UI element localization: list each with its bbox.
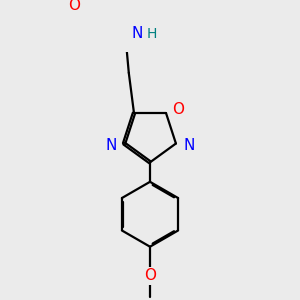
- Text: N: N: [183, 138, 195, 153]
- Text: H: H: [146, 27, 157, 41]
- Text: N: N: [131, 26, 143, 41]
- Text: N: N: [105, 138, 117, 153]
- Text: O: O: [144, 268, 156, 284]
- Text: O: O: [172, 102, 184, 117]
- Text: O: O: [68, 0, 80, 14]
